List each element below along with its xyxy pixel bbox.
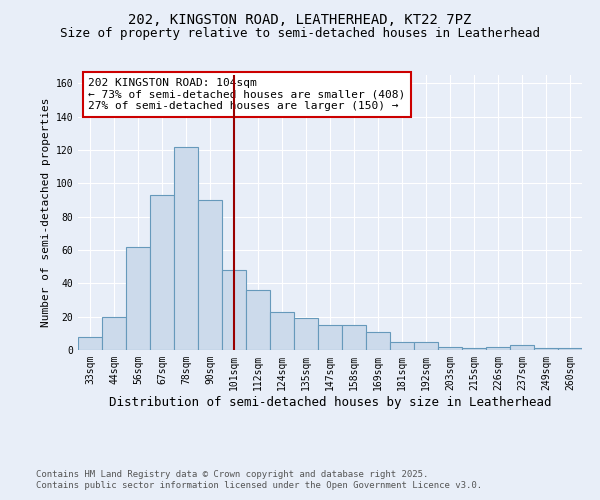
Bar — [318, 325, 342, 350]
Text: Contains HM Land Registry data © Crown copyright and database right 2025.: Contains HM Land Registry data © Crown c… — [36, 470, 428, 479]
Text: Size of property relative to semi-detached houses in Leatherhead: Size of property relative to semi-detach… — [60, 28, 540, 40]
Bar — [78, 336, 102, 350]
Text: 202, KINGSTON ROAD, LEATHERHEAD, KT22 7PZ: 202, KINGSTON ROAD, LEATHERHEAD, KT22 7P… — [128, 12, 472, 26]
Bar — [174, 146, 198, 350]
Bar — [486, 346, 510, 350]
Bar — [198, 200, 222, 350]
Bar — [558, 348, 582, 350]
Text: Contains public sector information licensed under the Open Government Licence v3: Contains public sector information licen… — [36, 481, 482, 490]
Bar — [414, 342, 438, 350]
Bar — [342, 325, 366, 350]
Bar — [246, 290, 270, 350]
Bar — [534, 348, 558, 350]
Bar — [438, 346, 462, 350]
Bar — [294, 318, 318, 350]
Y-axis label: Number of semi-detached properties: Number of semi-detached properties — [41, 98, 52, 327]
Bar — [462, 348, 486, 350]
Bar — [390, 342, 414, 350]
Bar — [126, 246, 150, 350]
Bar — [510, 345, 534, 350]
Text: 202 KINGSTON ROAD: 104sqm
← 73% of semi-detached houses are smaller (408)
27% of: 202 KINGSTON ROAD: 104sqm ← 73% of semi-… — [88, 78, 406, 111]
X-axis label: Distribution of semi-detached houses by size in Leatherhead: Distribution of semi-detached houses by … — [109, 396, 551, 408]
Bar — [270, 312, 294, 350]
Bar — [366, 332, 390, 350]
Bar — [222, 270, 246, 350]
Bar — [102, 316, 126, 350]
Bar — [150, 195, 174, 350]
